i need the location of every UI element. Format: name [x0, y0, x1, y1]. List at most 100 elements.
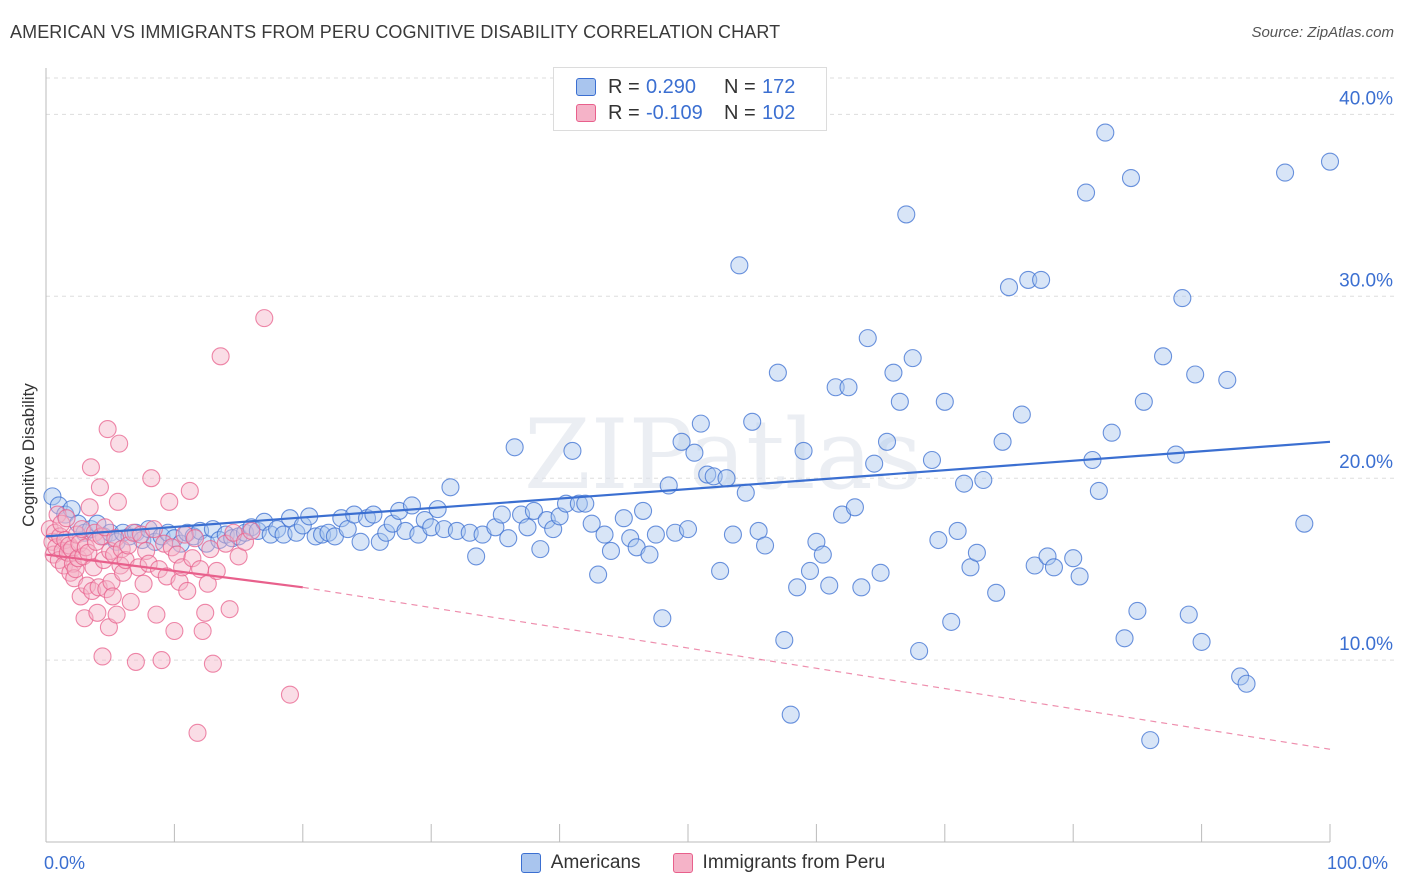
americans-point [364, 505, 383, 524]
peru-point [188, 723, 207, 742]
peru-point [78, 576, 97, 595]
americans-point [1141, 731, 1160, 750]
americans-point [935, 392, 954, 411]
chart-title: AMERICAN VS IMMIGRANTS FROM PERU COGNITI… [10, 22, 781, 42]
peru-point [81, 458, 100, 477]
americans-point [563, 441, 582, 460]
americans-point [788, 578, 807, 597]
peru-point [71, 587, 90, 606]
series-swatch-americans [520, 853, 541, 873]
americans-point [691, 414, 710, 433]
peru-point [242, 521, 261, 540]
americans-point [441, 478, 460, 497]
americans-point [402, 496, 421, 515]
americans-point [910, 641, 929, 661]
americans-point [428, 500, 447, 519]
americans-point [922, 450, 942, 470]
correlation-legend: R = 0.290 N = 172 R = -0.109 N = 102 [553, 67, 827, 131]
americans-point [974, 470, 993, 490]
americans-point [621, 529, 640, 548]
americans-point [1038, 547, 1057, 566]
peru-point [160, 492, 179, 511]
americans-point [1064, 549, 1083, 568]
y-tick-label: 30.0% [1339, 270, 1393, 291]
americans-point [999, 278, 1019, 297]
americans-point [569, 494, 588, 513]
americans-point [903, 349, 922, 368]
peru-point [80, 498, 99, 517]
peru-trend-line [45, 553, 303, 589]
americans-point [640, 545, 659, 564]
americans-point [1076, 183, 1096, 202]
peru-point [203, 654, 222, 673]
series-legend-americans[interactable]: Americans [520, 852, 641, 874]
peru-point [170, 572, 189, 591]
peru-point [84, 558, 103, 577]
americans-point [1012, 405, 1031, 424]
americans-point [614, 509, 633, 528]
americans-point [377, 523, 396, 542]
americans-point [768, 363, 787, 382]
legend-r-label: R = [608, 101, 640, 124]
americans-point [826, 378, 845, 397]
series-swatch-peru [672, 853, 693, 873]
series-legend-label: Immigrants from Peru [702, 852, 886, 873]
series-legend-peru[interactable]: Immigrants from Peru [672, 852, 886, 874]
americans-point [467, 547, 486, 566]
legend-row-peru: R = -0.109 N = 102 [576, 100, 795, 126]
y-tick-label: 20.0% [1339, 452, 1393, 473]
americans-point [589, 565, 608, 584]
americans-point [800, 561, 820, 581]
peru-point [178, 581, 197, 601]
peru-point [280, 685, 300, 704]
americans-point [820, 576, 839, 595]
americans-point [1032, 270, 1051, 289]
americans-point [1044, 558, 1063, 577]
americans-point [942, 612, 961, 631]
americans-point [967, 543, 986, 562]
americans-point [653, 609, 672, 628]
peru-point [152, 651, 171, 670]
source-label: Source: ZipAtlas.com [1251, 24, 1394, 41]
americans-point [987, 583, 1006, 602]
legend-n-label: N = [724, 101, 756, 124]
americans-point [871, 563, 890, 582]
americans-point [1192, 632, 1211, 651]
americans-point [1121, 168, 1141, 188]
peru-point [180, 481, 199, 500]
americans-point [531, 540, 550, 559]
americans-point [858, 329, 877, 348]
legend-r-label: R = [608, 75, 640, 98]
peru-point [220, 600, 239, 619]
legend-n-label: N = [724, 75, 756, 98]
americans-point [948, 521, 967, 540]
americans-point [499, 529, 518, 548]
peru-point [110, 434, 129, 453]
peru-point [121, 592, 140, 611]
peru-point [201, 540, 220, 559]
americans-point [634, 501, 653, 520]
americans-point [698, 465, 717, 484]
americans-point [884, 363, 903, 382]
legend-r-value: -0.109 [646, 101, 703, 124]
legend-n-value: 172 [762, 75, 796, 98]
americans-point [794, 441, 813, 460]
americans-point [955, 474, 974, 493]
americans-point [576, 494, 595, 513]
americans-point [865, 454, 884, 473]
americans-point [1025, 556, 1044, 575]
peru-point [124, 523, 143, 542]
americans-point [601, 541, 621, 561]
americans-point [711, 561, 730, 581]
watermark: ZIPatlas [524, 399, 922, 511]
legend-swatch-peru [576, 104, 596, 122]
peru-point [126, 652, 145, 671]
americans-point [890, 392, 909, 411]
peru-point [103, 587, 122, 606]
x-tick-label-max: 100.0% [1327, 853, 1389, 873]
americans-point [1276, 163, 1295, 182]
americans-point [287, 523, 306, 542]
americans-point [685, 443, 704, 462]
y-axis-label: Cognitive Disability [19, 383, 38, 527]
